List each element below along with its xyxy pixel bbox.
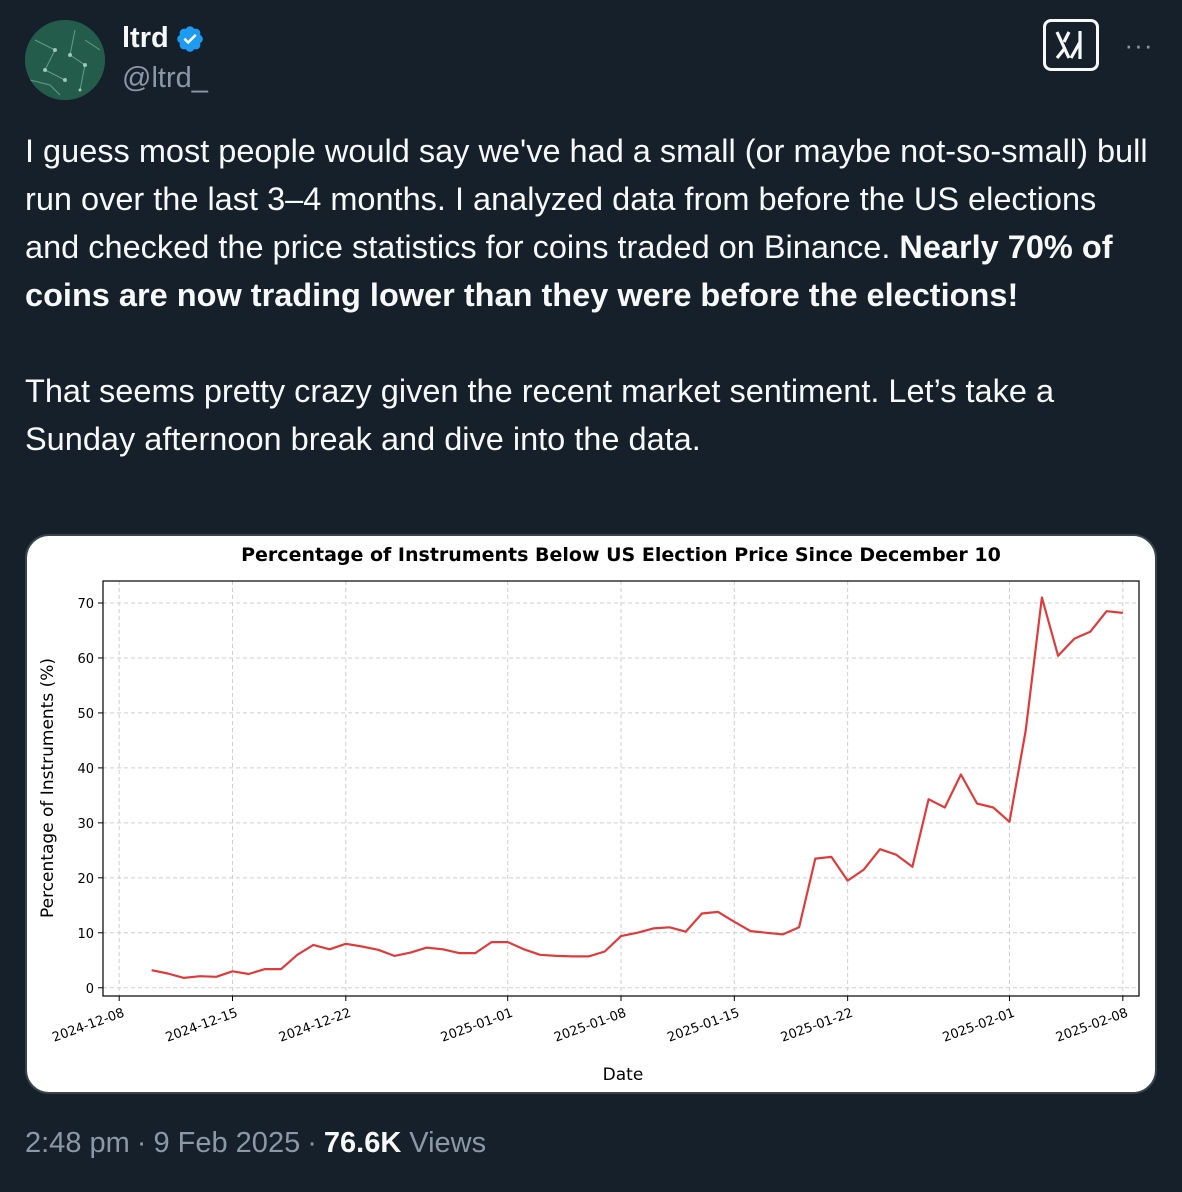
- author-name[interactable]: ltrd: [122, 22, 169, 54]
- more-options-button[interactable]: ···: [1122, 30, 1156, 60]
- x-tick-label: 2025-02-08: [1054, 1006, 1130, 1046]
- y-tick-label: 30: [77, 817, 94, 832]
- tweet-media-chart[interactable]: Percentage of Instruments Below US Elect…: [25, 534, 1157, 1094]
- y-tick-label: 10: [77, 927, 94, 942]
- tweet-meta: 2:48 pm · 9 Feb 2025 · 76.6K Views: [25, 1127, 486, 1160]
- y-tick-label: 70: [77, 597, 94, 612]
- x-tick-label: 2024-12-15: [164, 1006, 240, 1046]
- x-tick-label: 2025-01-01: [439, 1006, 515, 1046]
- x-tick-label: 2024-12-22: [277, 1006, 353, 1046]
- plot-frame: [102, 580, 1140, 997]
- tweet-text: I guess most people would say we've had …: [25, 127, 1155, 463]
- x-tick-label: 2024-12-08: [50, 1006, 126, 1046]
- y-tick-label: 40: [77, 762, 94, 777]
- tweet-text-bold: Nearly 70% of coins are now trading lowe…: [25, 229, 1113, 313]
- tweet-date[interactable]: 9 Feb 2025: [153, 1127, 301, 1159]
- separator-dot: ·: [307, 1127, 317, 1159]
- line-chart: Percentage of Instruments Below US Elect…: [38, 544, 1140, 1085]
- chart-title: Percentage of Instruments Below US Elect…: [241, 544, 1001, 566]
- separator-dot: ·: [136, 1127, 147, 1159]
- x-tick-label: 2025-01-22: [779, 1006, 855, 1046]
- author-handle[interactable]: @ltrd_: [122, 62, 208, 94]
- tweet-text-normal: I guess most people would say we've had …: [25, 133, 1148, 265]
- x-tick-label: 2025-01-08: [552, 1006, 628, 1046]
- x-tick-label: 2025-02-01: [941, 1006, 1017, 1046]
- verified-badge-icon: [176, 25, 203, 52]
- chart-series: [151, 596, 1123, 979]
- y-axis-label: Percentage of Instruments (%): [38, 658, 58, 918]
- grok-icon: [1055, 31, 1082, 59]
- grok-button[interactable]: [1043, 19, 1099, 71]
- y-tick-label: 60: [77, 652, 94, 667]
- more-icon: ···: [1124, 29, 1154, 60]
- x-tick-label: 2025-01-15: [666, 1006, 742, 1046]
- chart-ticks: 0 10 20 30 40 50 60 70 2024-12-08 2024-12-15 2024-…: [50, 597, 1130, 1046]
- tweet-time[interactable]: 2:48 pm: [25, 1127, 130, 1159]
- tweet-paragraph-1: I guess most people would say we've had …: [25, 127, 1155, 319]
- y-tick-label: 50: [77, 707, 94, 722]
- chart-grid: [103, 581, 1139, 996]
- tweet-paragraph-2: That seems pretty crazy given the recent…: [25, 373, 1055, 457]
- y-tick-label: 20: [77, 872, 94, 887]
- avatar-image: [25, 20, 105, 100]
- author-name-row[interactable]: ltrd: [122, 22, 205, 55]
- x-axis-label: Date: [603, 1065, 644, 1085]
- views-label: Views: [409, 1127, 487, 1159]
- y-tick-label: 0: [86, 982, 94, 997]
- avatar[interactable]: [25, 20, 105, 100]
- views-count[interactable]: 76.6K: [323, 1127, 402, 1159]
- series-line: [151, 596, 1123, 979]
